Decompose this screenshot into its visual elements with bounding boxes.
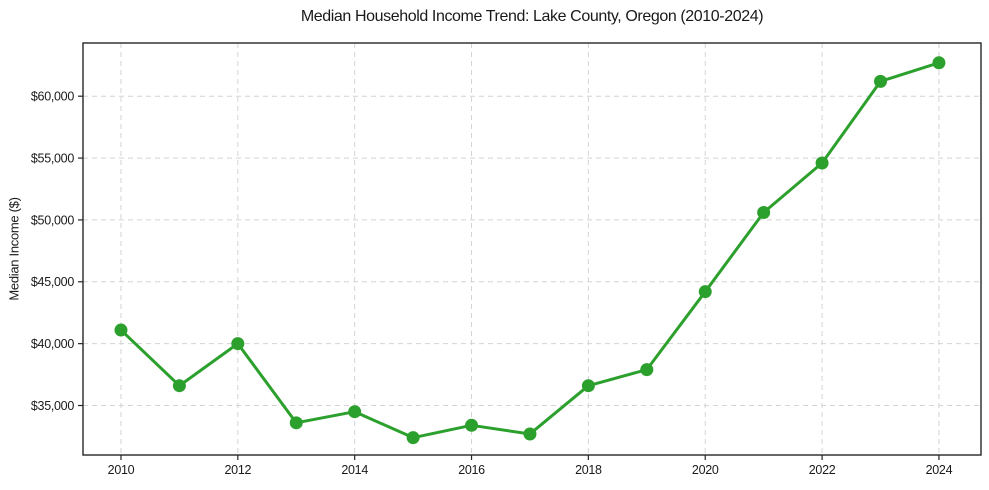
chart-title: Median Household Income Trend: Lake Coun…: [300, 8, 764, 25]
y-tick-label: $45,000: [31, 275, 74, 289]
data-point-2017: [523, 427, 537, 441]
data-point-2018: [581, 379, 595, 393]
y-tick-label: $40,000: [31, 337, 74, 351]
income-trend-line: [119, 61, 941, 440]
y-tick-label: $35,000: [31, 399, 74, 413]
x-tick-label: 2010: [108, 463, 135, 477]
plot-frame: [82, 42, 982, 456]
data-point-2024: [932, 56, 946, 70]
data-point-2013: [289, 416, 303, 430]
data-point-2022: [815, 156, 829, 170]
data-point-2023: [874, 74, 888, 88]
x-tick-label: 2012: [225, 463, 252, 477]
data-point-2014: [348, 405, 362, 419]
data-point-2020: [698, 285, 712, 299]
data-point-2012: [231, 337, 245, 351]
x-tick-label: 2020: [692, 463, 719, 477]
data-point-2019: [640, 363, 654, 377]
x-tick-label: 2024: [926, 463, 953, 477]
x-tick-label: 2022: [809, 463, 836, 477]
x-tick-label: 2018: [575, 463, 602, 477]
x-tick-label: 2016: [458, 463, 485, 477]
y-tick-label: $50,000: [31, 213, 74, 227]
data-point-2011: [172, 379, 186, 393]
data-point-2016: [465, 418, 479, 432]
data-point-2010: [114, 323, 128, 337]
x-tick-label: 2014: [341, 463, 368, 477]
data-point-2015: [406, 431, 420, 445]
y-tick-label: $60,000: [31, 90, 74, 104]
data-point-2021: [757, 206, 771, 220]
y-tick-label: $55,000: [31, 151, 74, 165]
